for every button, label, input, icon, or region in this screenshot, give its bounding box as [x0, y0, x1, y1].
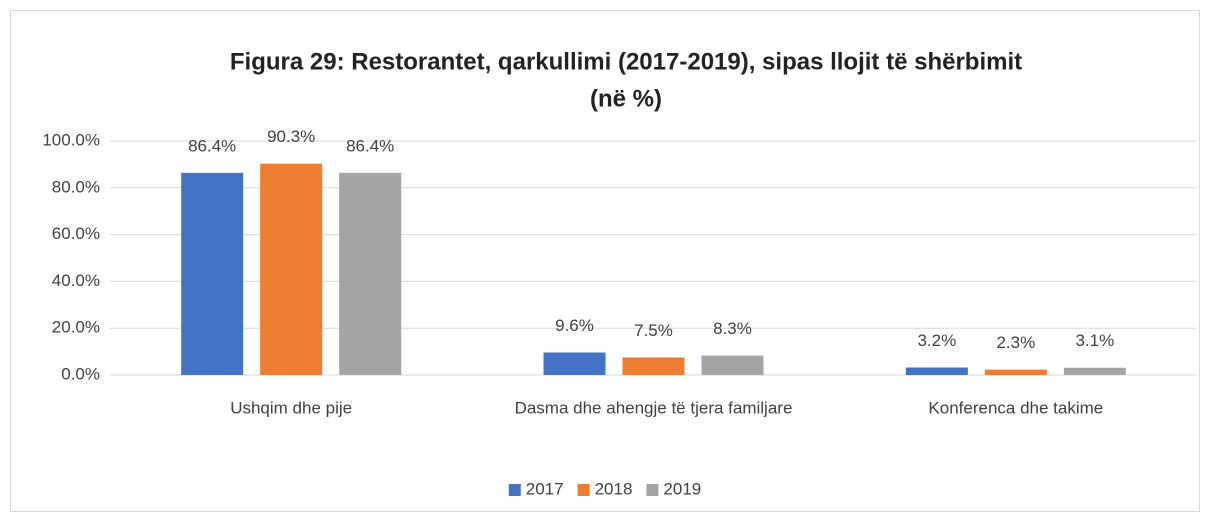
y-tick-label: 0.0% [61, 364, 100, 383]
data-label: 7.5% [634, 321, 673, 340]
chart-title: (në %) [590, 85, 662, 112]
legend-swatch [508, 484, 521, 496]
y-tick-label: 80.0% [52, 177, 100, 196]
bar [181, 172, 244, 375]
data-label: 3.2% [917, 331, 956, 350]
x-tick-label: Ushqim dhe pije [230, 398, 352, 417]
data-label: 2.3% [996, 333, 1035, 352]
legend-label: 2019 [663, 479, 701, 498]
data-label: 9.6% [555, 316, 594, 335]
bar [339, 172, 402, 375]
data-label: 3.1% [1075, 331, 1114, 350]
data-label: 86.4% [188, 136, 236, 155]
bar [905, 367, 968, 375]
x-tick-label: Konferenca dhe takime [928, 398, 1103, 417]
chart-title: Figura 29: Restorantet, qarkullimi (2017… [230, 48, 1022, 75]
x-tick-label: Dasma dhe ahengje të tjera familjare [515, 398, 793, 417]
bar [260, 163, 323, 375]
bar [543, 352, 606, 375]
y-tick-label: 100.0% [42, 130, 100, 149]
y-tick-label: 20.0% [52, 318, 100, 337]
y-tick-label: 40.0% [52, 271, 100, 290]
data-label: 8.3% [713, 319, 752, 338]
data-label: 90.3% [267, 127, 315, 146]
data-label: 86.4% [346, 136, 394, 155]
legend-label: 2017 [526, 479, 564, 498]
legend-swatch [646, 484, 659, 496]
bar [622, 357, 685, 375]
legend-label: 2018 [595, 479, 633, 498]
legend-swatch [577, 484, 590, 496]
bar [984, 369, 1047, 375]
bar [701, 355, 764, 375]
y-tick-label: 60.0% [52, 224, 100, 243]
bar [1063, 367, 1126, 375]
